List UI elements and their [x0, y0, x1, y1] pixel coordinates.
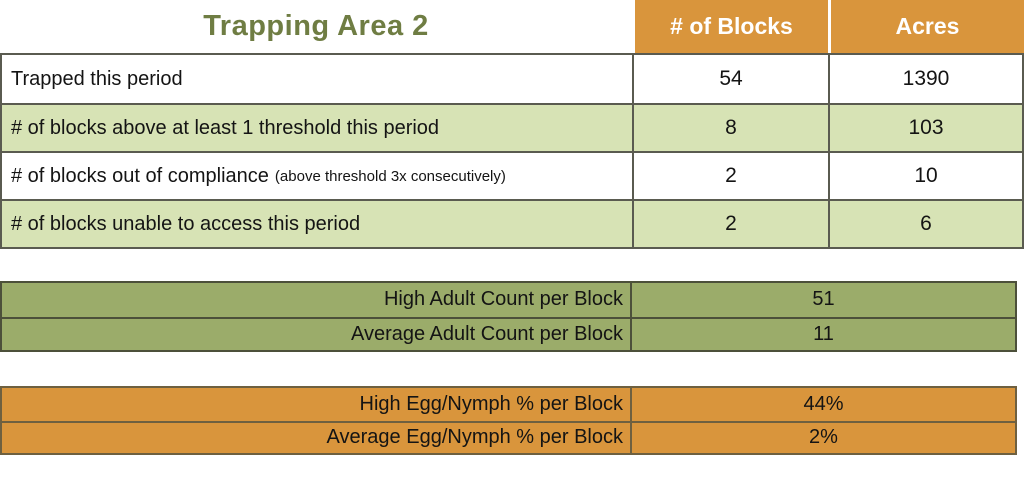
column-header-blocks: # of Blocks: [632, 0, 828, 53]
main-table: Trapped this period 54 1390 # of blocks …: [0, 53, 1024, 249]
row-label: Average Egg/Nymph % per Block: [326, 426, 623, 449]
table-row: # of blocks above at least 1 threshold t…: [2, 103, 1022, 151]
acres-value: 10: [828, 153, 1022, 199]
adult-count-table: High Adult Count per Block 51 Average Ad…: [0, 281, 1017, 352]
row-label: High Egg/Nymph % per Block: [359, 392, 623, 415]
row-label-text: Trapped this period: [11, 67, 183, 90]
blocks-value: 2: [632, 153, 828, 199]
acres-value: 6: [828, 201, 1022, 247]
row-label: # of blocks unable to access this period: [2, 201, 632, 247]
main-table-header: Trapping Area 2 # of Blocks Acres: [0, 0, 1024, 53]
table-row: # of blocks unable to access this period…: [2, 199, 1022, 247]
table-row: Trapped this period 54 1390: [2, 55, 1022, 103]
row-label: High Adult Count per Block: [383, 288, 623, 311]
egg-nymph-table: High Egg/Nymph % per Block 44% Average E…: [0, 386, 1017, 455]
blocks-value: 54: [632, 55, 828, 103]
row-value: 44%: [630, 388, 1015, 421]
table-row: # of blocks out of compliance (above thr…: [2, 151, 1022, 199]
blocks-value: 8: [632, 105, 828, 151]
row-label: Average Adult Count per Block: [350, 322, 623, 345]
blocks-value: 2: [632, 201, 828, 247]
row-label-text: # of blocks out of compliance: [11, 164, 269, 187]
row-label-text: # of blocks unable to access this period: [11, 212, 361, 235]
column-header-acres: Acres: [828, 0, 1024, 53]
page-title: Trapping Area 2: [203, 10, 429, 42]
row-label-text: # of blocks above at least 1 threshold t…: [11, 116, 440, 139]
row-label: # of blocks above at least 1 threshold t…: [2, 105, 632, 151]
table-row: High Egg/Nymph % per Block 44%: [2, 388, 1015, 421]
row-value: 51: [630, 283, 1015, 317]
acres-value: 103: [828, 105, 1022, 151]
table-row: Average Egg/Nymph % per Block 2%: [2, 420, 1015, 453]
acres-value: 1390: [828, 55, 1022, 103]
table-row: Average Adult Count per Block 11: [2, 316, 1015, 350]
table-row: High Adult Count per Block 51: [2, 283, 1015, 317]
row-value: 2%: [630, 422, 1015, 453]
row-value: 11: [630, 318, 1015, 350]
row-label: # of blocks out of compliance (above thr…: [2, 153, 632, 199]
row-label-note: (above threshold 3x consecutively): [274, 167, 506, 185]
row-label: Trapped this period: [2, 55, 632, 103]
